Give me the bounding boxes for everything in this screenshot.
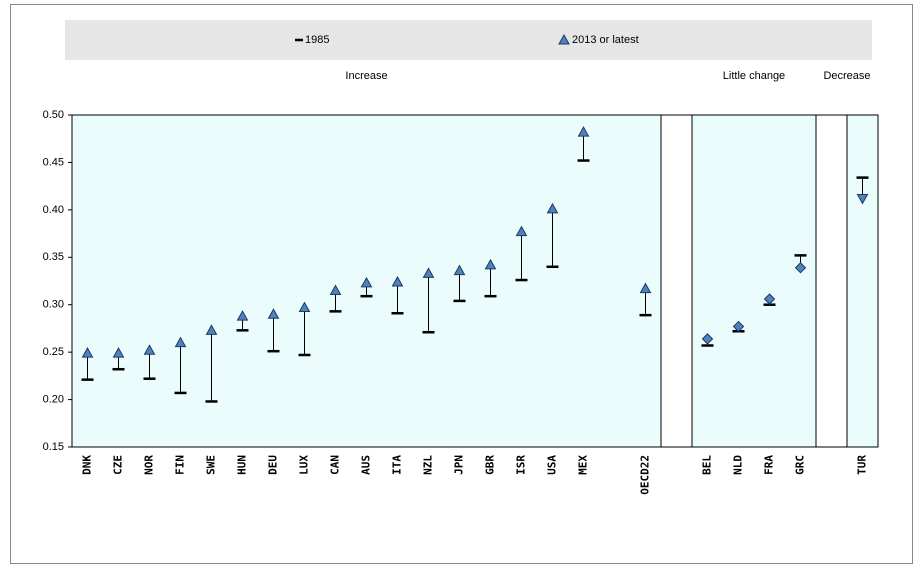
y-tick-label: 0.45 bbox=[43, 156, 64, 168]
marker-latest bbox=[763, 293, 776, 305]
marker-latest bbox=[453, 264, 466, 276]
y-tick-label: 0.35 bbox=[43, 251, 64, 263]
x-tick-label: TUR bbox=[856, 455, 869, 475]
marker-latest bbox=[329, 284, 342, 295]
marker-latest bbox=[546, 202, 559, 214]
marker-latest bbox=[205, 324, 218, 335]
x-tick-label: GRC bbox=[794, 455, 807, 475]
frame bbox=[10, 4, 913, 564]
panel bbox=[691, 114, 817, 448]
marker-latest bbox=[701, 333, 714, 345]
marker-latest bbox=[794, 262, 807, 274]
group-label: Decrease bbox=[823, 70, 870, 82]
x-tick-label: NZL bbox=[422, 455, 435, 475]
marker-latest bbox=[360, 276, 373, 288]
marker-latest bbox=[267, 308, 280, 319]
x-tick-label: FIN bbox=[174, 455, 187, 475]
y-tick-label: 0.20 bbox=[43, 393, 64, 405]
marker-latest bbox=[856, 193, 869, 205]
legend-swatch bbox=[558, 33, 570, 45]
x-tick-label: USA bbox=[546, 455, 559, 475]
x-tick-label: DEU bbox=[267, 455, 280, 475]
y-tick-label: 0.50 bbox=[43, 109, 64, 121]
plot-border bbox=[71, 114, 879, 448]
x-tick-label: NLD bbox=[732, 455, 745, 475]
x-tick-label: CZE bbox=[112, 455, 125, 475]
legend-band bbox=[65, 20, 872, 60]
x-tick-label: DNK bbox=[81, 455, 94, 475]
x-tick-label: MEX bbox=[577, 455, 590, 475]
panel bbox=[846, 114, 879, 448]
x-tick-label: AUS bbox=[360, 455, 373, 475]
x-tick-label: JPN bbox=[453, 455, 466, 475]
marker-latest bbox=[174, 336, 187, 348]
marker-latest bbox=[515, 225, 528, 237]
marker-latest bbox=[81, 347, 94, 358]
marker-latest bbox=[298, 301, 311, 313]
group-label: Little change bbox=[723, 70, 785, 82]
x-tick-label: CAN bbox=[329, 455, 342, 475]
x-tick-label: LUX bbox=[298, 455, 311, 475]
legend-label: 2013 or latest bbox=[572, 34, 639, 46]
marker-latest bbox=[143, 344, 156, 355]
group-label: Increase bbox=[345, 70, 387, 82]
x-tick-label: GBR bbox=[484, 455, 497, 475]
x-tick-label: NOR bbox=[143, 455, 156, 475]
y-tick-label: 0.40 bbox=[43, 204, 64, 216]
x-tick-label: FRA bbox=[763, 455, 776, 475]
y-tick-label: 0.30 bbox=[43, 299, 64, 311]
marker-latest bbox=[236, 310, 249, 321]
marker-latest bbox=[639, 282, 652, 294]
x-tick-label: BEL bbox=[701, 455, 714, 475]
x-tick-label: HUN bbox=[236, 455, 249, 475]
marker-latest bbox=[422, 267, 435, 278]
x-tick-label: SWE bbox=[205, 455, 218, 475]
x-tick-label: ITA bbox=[391, 455, 404, 475]
marker-latest bbox=[577, 126, 590, 137]
x-tick-label: ISR bbox=[515, 455, 528, 475]
marker-latest bbox=[732, 320, 745, 333]
marker-latest bbox=[484, 258, 497, 270]
marker-latest bbox=[112, 347, 125, 358]
legend-label: 1985 bbox=[305, 34, 329, 46]
y-tick-label: 0.25 bbox=[43, 346, 64, 358]
x-tick-label: OECD22 bbox=[639, 455, 652, 495]
y-tick-label: 0.15 bbox=[43, 441, 64, 453]
marker-latest bbox=[391, 275, 404, 287]
